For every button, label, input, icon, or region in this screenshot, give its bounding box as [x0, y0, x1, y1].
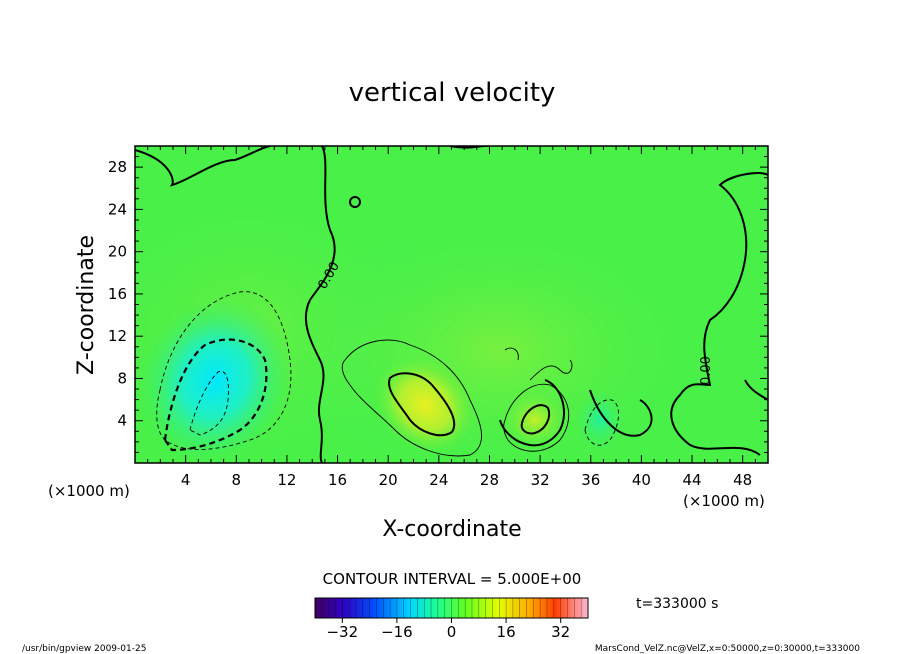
- x-axis-label: X-coordinate: [382, 517, 521, 542]
- y-tick-label: 12: [108, 327, 127, 345]
- x-tick-label: 36: [581, 471, 600, 489]
- time-label: t=333000 s: [636, 596, 718, 612]
- footer-left: /usr/bin/gpview 2009-01-25: [22, 644, 146, 654]
- x-tick-label: 28: [480, 471, 499, 489]
- x-tick-label: 24: [429, 471, 448, 489]
- positive-contours: [341, 339, 573, 457]
- plot-area: 0.00 0.00: [135, 146, 768, 463]
- field-shading: [280, 210, 720, 463]
- y-axis-label: Z-coordinate: [74, 235, 99, 375]
- contour-zero: [744, 379, 768, 401]
- contour-zero: [670, 172, 768, 456]
- negative-contours: [156, 291, 619, 452]
- colorbar-ticks: −32 −16 0 16 32: [326, 618, 570, 641]
- contour-updraft: [388, 372, 456, 437]
- chart-title: vertical velocity: [349, 78, 556, 108]
- contour-interval-label: CONTOUR INTERVAL = 5.000E+00: [323, 570, 582, 588]
- x-tick-label: 16: [328, 471, 347, 489]
- x-axis: 4 8 12 16 20 24 28 32 36 40 44 48: [147, 146, 756, 489]
- contour-line: [156, 291, 292, 450]
- x-tick-label: 44: [682, 471, 701, 489]
- contour-updraft: [520, 404, 551, 435]
- contour-zero: [135, 146, 271, 187]
- contour-zero: [589, 389, 653, 437]
- y-tick-label: 20: [108, 243, 127, 261]
- x-tick-label: 40: [632, 471, 651, 489]
- colorbar-tick-label: −16: [381, 623, 413, 641]
- y-tick-label: 4: [117, 412, 127, 430]
- x-unit-left: (×1000 m): [48, 482, 130, 500]
- contour-line: [163, 338, 268, 452]
- contour-line: [529, 359, 573, 381]
- contour-line: [341, 339, 482, 457]
- x-tick-label: 8: [232, 471, 242, 489]
- contour-line: [503, 383, 570, 452]
- updraft-core: [500, 390, 570, 450]
- downdraft-core: [138, 296, 292, 463]
- x-tick-label: 20: [379, 471, 398, 489]
- colorbar-tick-label: 16: [497, 623, 516, 641]
- contour-line: [189, 370, 229, 436]
- footer-right: MarsCond_VelZ.nc@VelZ,x=0:50000,z=0:3000…: [595, 644, 860, 654]
- contour-zero: [349, 196, 361, 208]
- downdraft-core: [575, 390, 625, 450]
- x-tick-label: 4: [181, 471, 191, 489]
- contour-zero: [304, 146, 336, 463]
- contour-label: 0.00: [699, 356, 714, 385]
- y-axis: 4 8 12 16 20 24 28: [108, 156, 768, 453]
- updraft-core: [373, 355, 477, 455]
- y-tick-label: 24: [108, 200, 127, 218]
- x-tick-label: 32: [531, 471, 550, 489]
- colorbar-tick-label: −32: [326, 623, 358, 641]
- colorbar-tick-label: 0: [447, 623, 457, 641]
- x-unit-right: (×1000 m): [683, 492, 765, 510]
- colorbar-divisions: [321, 598, 582, 618]
- y-tick-label: 28: [108, 158, 127, 176]
- colorbar-tick-label: 32: [551, 623, 570, 641]
- contour-line: [504, 347, 519, 361]
- x-tick-label: 48: [733, 471, 752, 489]
- y-tick-label: 8: [117, 369, 127, 387]
- x-tick-label: 12: [277, 471, 296, 489]
- y-tick-label: 16: [108, 285, 127, 303]
